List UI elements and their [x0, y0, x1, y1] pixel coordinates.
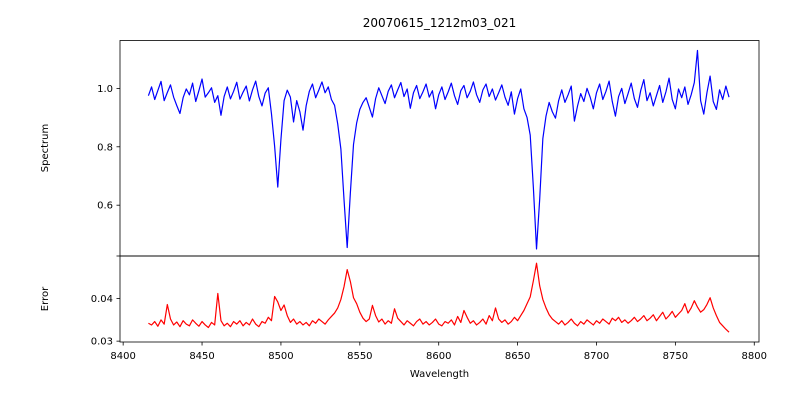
error-y-tick-label: 0.03 [91, 337, 113, 348]
error-y-axis-label: Error [40, 286, 51, 311]
error-x-tick-label: 8650 [505, 351, 530, 362]
error-spines [119, 255, 760, 343]
spectrum-y-axis-label: Spectrum [40, 124, 51, 172]
error-x-tick-label: 8600 [426, 351, 451, 362]
spectrum-y-tick-label: 0.8 [97, 142, 113, 153]
x-axis-label: Wavelength [410, 369, 469, 380]
error-x-tick-label: 8750 [663, 351, 688, 362]
spectrum-y-tick-label: 0.6 [97, 201, 113, 212]
error-x-tick-label: 8800 [742, 351, 767, 362]
error-x-tick-label: 8700 [584, 351, 609, 362]
error-y-tick-label: 0.04 [91, 294, 113, 305]
spectrum-axes: 0.6 0.8 1.0 [97, 40, 760, 257]
error-x-tick-label: 8500 [268, 351, 293, 362]
plot-title: 20070615_1212m03_021 [363, 16, 516, 30]
spectrum-spines [119, 40, 760, 257]
error-x-tick-label: 8550 [347, 351, 372, 362]
error-x-tick-label: 8400 [110, 351, 135, 362]
error-curve [148, 262, 730, 333]
spectrum-y-tick-label: 1.0 [97, 84, 113, 95]
error-axes: 0.03 0.04 8400 8450 8500 8550 8600 8650 8700 8750… [91, 255, 767, 362]
spectrum-curve [147, 49, 730, 250]
error-x-tick-label: 8450 [189, 351, 214, 362]
